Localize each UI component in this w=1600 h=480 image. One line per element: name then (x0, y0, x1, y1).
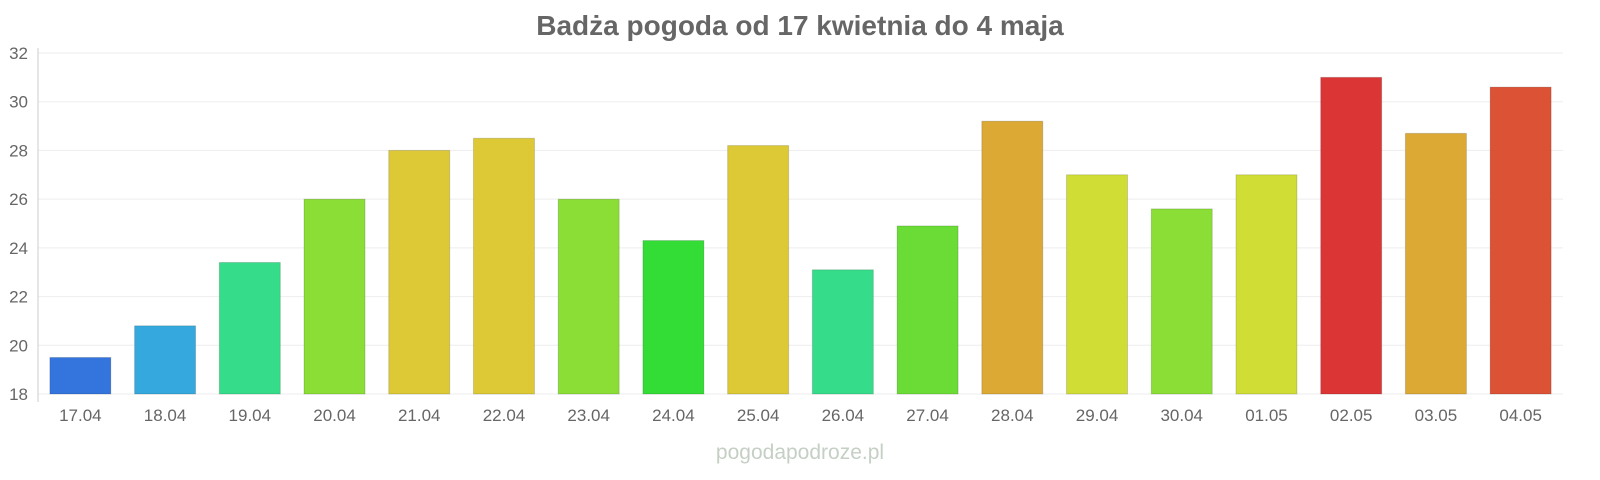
watermark: pogodapodroze.pl (715, 441, 885, 464)
bar-20.04 (303, 198, 366, 395)
x-tick-label: 28.04 (991, 406, 1034, 425)
x-tick-label: 03.05 (1415, 406, 1458, 425)
x-tick-label: 27.04 (906, 406, 949, 425)
bar-04.05 (1489, 86, 1552, 395)
bar-03.05 (1404, 132, 1467, 395)
x-tick-label: 26.04 (822, 406, 865, 425)
x-tick-label: 24.04 (652, 406, 695, 425)
bar-21.04 (388, 149, 451, 395)
x-tick-label: 21.04 (398, 406, 441, 425)
bar-22.04 (472, 137, 535, 395)
y-tick-label: 20 (9, 336, 28, 355)
bar-19.04 (218, 261, 281, 395)
x-tick-label: 01.05 (1245, 406, 1288, 425)
x-tick-label: 22.04 (483, 406, 526, 425)
bar-25.04 (727, 145, 790, 395)
x-tick-label: 04.05 (1499, 406, 1542, 425)
bar-27.04 (896, 225, 959, 395)
y-tick-label: 26 (9, 190, 28, 209)
y-tick-label: 30 (9, 93, 28, 112)
y-tick-label: 28 (9, 141, 28, 160)
x-tick-label: 23.04 (567, 406, 610, 425)
bar-26.04 (811, 269, 874, 395)
bar-01.05 (1235, 174, 1298, 395)
bar-17.04 (49, 356, 112, 395)
x-tick-label: 19.04 (229, 406, 272, 425)
x-tick-label: 02.05 (1330, 406, 1373, 425)
y-tick-label: 18 (9, 385, 28, 404)
y-tick-label: 24 (9, 239, 28, 258)
x-tick-label: 29.04 (1076, 406, 1119, 425)
bar-29.04 (1066, 174, 1129, 395)
x-tick-label: 30.04 (1160, 406, 1203, 425)
x-tick-label: 18.04 (144, 406, 187, 425)
y-tick-label: 32 (9, 44, 28, 63)
bar-23.04 (557, 198, 620, 395)
chart-title: Badża pogoda od 17 kwietnia do 4 maja (536, 10, 1064, 41)
bar-30.04 (1150, 208, 1213, 395)
bar-24.04 (642, 240, 705, 395)
y-tick-label: 22 (9, 288, 28, 307)
x-tick-label: 17.04 (59, 406, 102, 425)
x-tick-label: 25.04 (737, 406, 780, 425)
bar-02.05 (1320, 76, 1383, 395)
x-tick-label: 20.04 (313, 406, 356, 425)
bar-18.04 (134, 325, 197, 395)
bar-28.04 (981, 120, 1044, 395)
